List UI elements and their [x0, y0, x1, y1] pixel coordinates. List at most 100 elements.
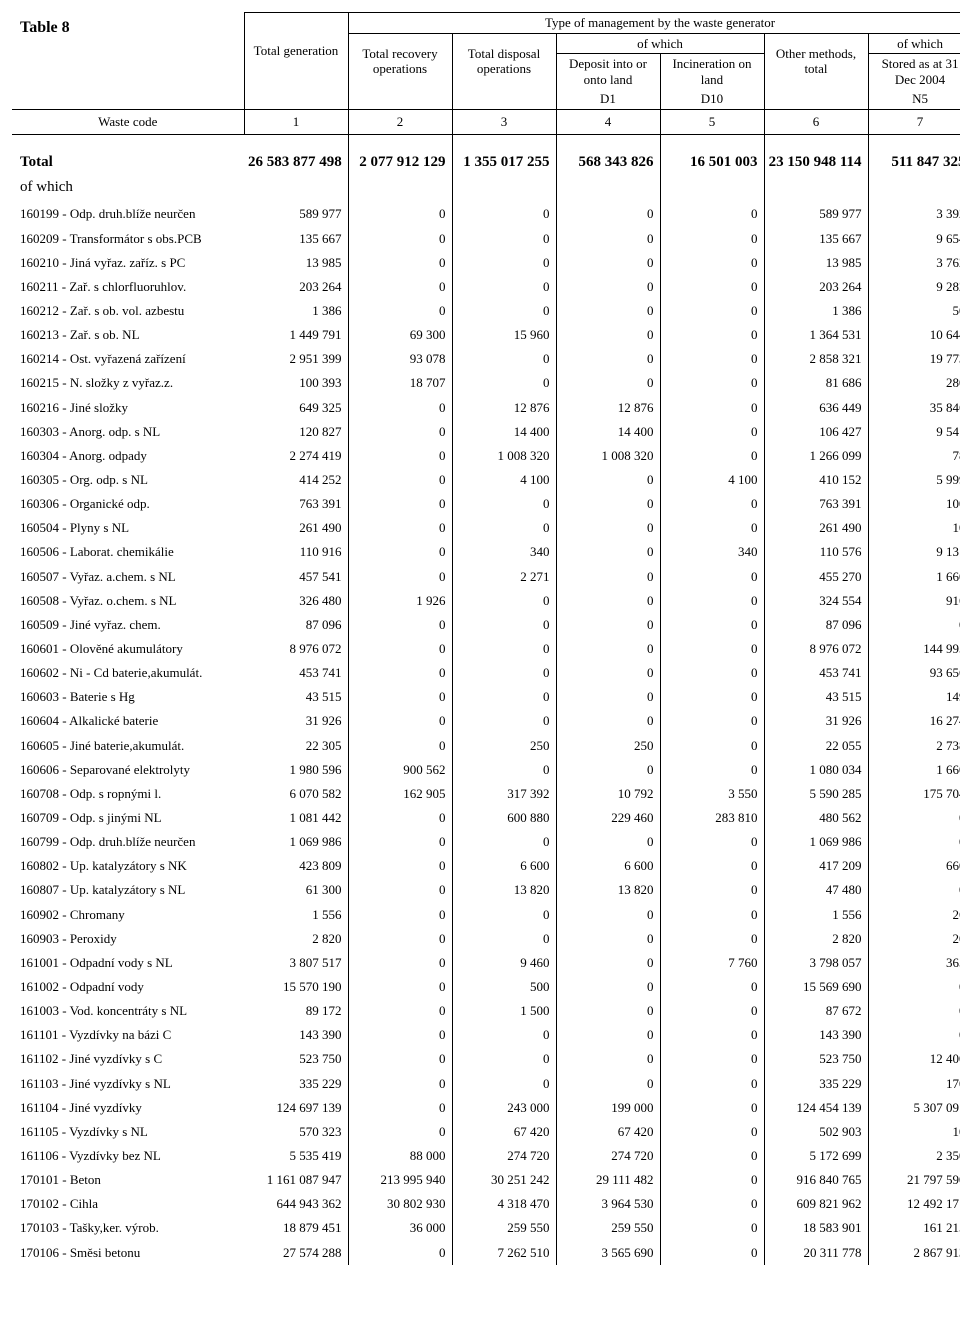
cell-c6: 335 229	[764, 1072, 868, 1096]
hdr-blank1	[244, 89, 348, 109]
cell-c3: 0	[452, 903, 556, 927]
cell-c2: 0	[348, 492, 452, 516]
table-row: 160211 - Zař. s chlorfluoruhlov.203 2640…	[12, 275, 960, 299]
cell-c5: 0	[660, 202, 764, 226]
cell-c2: 0	[348, 951, 452, 975]
cell-c4: 0	[556, 371, 660, 395]
cell-c1: 203 264	[244, 275, 348, 299]
cell-c4: 67 420	[556, 1120, 660, 1144]
cell-c3: 0	[452, 830, 556, 854]
cell-c1: 2 951 399	[244, 347, 348, 371]
table-row: 160213 - Zař. s ob. NL1 449 79169 30015 …	[12, 323, 960, 347]
cell-c3: 317 392	[452, 782, 556, 806]
cell-c3: 500	[452, 975, 556, 999]
cell-c4: 14 400	[556, 420, 660, 444]
cell-c1: 335 229	[244, 1072, 348, 1096]
table-row: 170103 - Tašky,ker. výrob.18 879 45136 0…	[12, 1216, 960, 1240]
cell-c3: 259 550	[452, 1216, 556, 1240]
cell-c1: 87 096	[244, 613, 348, 637]
cell-c3: 0	[452, 202, 556, 226]
cell-c2: 900 562	[348, 758, 452, 782]
cell-c6: 15 569 690	[764, 975, 868, 999]
cell-c3: 67 420	[452, 1120, 556, 1144]
table-row: 160210 - Jiná vyřaz. zaříz. s PC13 98500…	[12, 251, 960, 275]
cell-c7: 175 704	[868, 782, 960, 806]
table-row: 160216 - Jiné složky649 325012 87612 876…	[12, 396, 960, 420]
table-row: 160903 - Peroxidy2 82000002 82020	[12, 927, 960, 951]
cell-c2: 0	[348, 975, 452, 999]
cell-c4: 0	[556, 830, 660, 854]
cell-c5: 0	[660, 1096, 764, 1120]
cell-c4: 0	[556, 758, 660, 782]
table-row: 160212 - Zař. s ob. vol. azbestu1 386000…	[12, 299, 960, 323]
cell-c2: 0	[348, 1023, 452, 1047]
cell-c6: 1 386	[764, 299, 868, 323]
cell-c5: 0	[660, 227, 764, 251]
row-label: 161001 - Odpadní vody s NL	[12, 951, 244, 975]
cell-c2: 0	[348, 903, 452, 927]
cell-c4: 259 550	[556, 1216, 660, 1240]
cell-c5: 340	[660, 540, 764, 564]
cell-c4: 229 460	[556, 806, 660, 830]
row-label: 160709 - Odp. s jinými NL	[12, 806, 244, 830]
cell-c2: 0	[348, 927, 452, 951]
cell-c5: 0	[660, 492, 764, 516]
cell-c3: 0	[452, 275, 556, 299]
table-row: 160506 - Laborat. chemikálie110 91603400…	[12, 540, 960, 564]
total-c5: 16 501 003	[660, 140, 764, 177]
cell-c3: 30 251 242	[452, 1168, 556, 1192]
cell-c3: 243 000	[452, 1096, 556, 1120]
cell-c5: 0	[660, 589, 764, 613]
cell-c4: 0	[556, 975, 660, 999]
cell-c5: 0	[660, 734, 764, 758]
of-which-label: of which	[12, 177, 244, 202]
table-row: 160215 - N. složky z vyřaz.z.100 39318 7…	[12, 371, 960, 395]
cell-c2: 0	[348, 999, 452, 1023]
cell-c4: 0	[556, 661, 660, 685]
cell-c7: 3 762	[868, 251, 960, 275]
cell-c7: 2 738	[868, 734, 960, 758]
total-c4: 568 343 826	[556, 140, 660, 177]
cell-c2: 0	[348, 1241, 452, 1265]
cell-c6: 87 096	[764, 613, 868, 637]
cell-c3: 0	[452, 227, 556, 251]
cell-c3: 9 460	[452, 951, 556, 975]
cell-c1: 18 879 451	[244, 1216, 348, 1240]
cell-c4: 0	[556, 565, 660, 589]
cell-c4: 1 008 320	[556, 444, 660, 468]
cell-c7: 50	[868, 299, 960, 323]
cell-c4: 0	[556, 1072, 660, 1096]
row-label: 160799 - Odp. druh.blíže neurčen	[12, 830, 244, 854]
cell-c6: 143 390	[764, 1023, 868, 1047]
row-label: 170103 - Tašky,ker. výrob.	[12, 1216, 244, 1240]
cell-c3: 14 400	[452, 420, 556, 444]
row-label: 160213 - Zař. s ob. NL	[12, 323, 244, 347]
cell-c1: 261 490	[244, 516, 348, 540]
cell-c3: 0	[452, 251, 556, 275]
cell-c6: 261 490	[764, 516, 868, 540]
row-label: 161101 - Vyzdívky na bázi C	[12, 1023, 244, 1047]
cell-c1: 523 750	[244, 1047, 348, 1071]
hdr-recovery: Total recovery operations	[348, 33, 452, 89]
cell-c7: 1 660	[868, 565, 960, 589]
cell-c7: 9 282	[868, 275, 960, 299]
row-label: 160508 - Vyřaz. o.chem. s NL	[12, 589, 244, 613]
cell-c6: 324 554	[764, 589, 868, 613]
cell-c3: 0	[452, 637, 556, 661]
row-label: 160210 - Jiná vyřaz. zaříz. s PC	[12, 251, 244, 275]
total-label: Total	[12, 140, 244, 177]
table-row: 160807 - Up. katalyzátory s NL61 300013 …	[12, 878, 960, 902]
cell-c4: 0	[556, 323, 660, 347]
cell-c3: 0	[452, 1072, 556, 1096]
table-row: 160303 - Anorg. odp. s NL120 827014 4001…	[12, 420, 960, 444]
cell-c7: 19 773	[868, 347, 960, 371]
row-label: 160601 - Olověné akumulátory	[12, 637, 244, 661]
cell-c5: 0	[660, 1241, 764, 1265]
table-row: 161105 - Vyzdívky s NL570 323067 42067 4…	[12, 1120, 960, 1144]
table-row: 170101 - Beton1 161 087 947213 995 94030…	[12, 1168, 960, 1192]
cell-c2: 162 905	[348, 782, 452, 806]
cell-c3: 0	[452, 613, 556, 637]
cell-c7: 161 215	[868, 1216, 960, 1240]
cell-c1: 22 305	[244, 734, 348, 758]
cell-c3: 0	[452, 299, 556, 323]
